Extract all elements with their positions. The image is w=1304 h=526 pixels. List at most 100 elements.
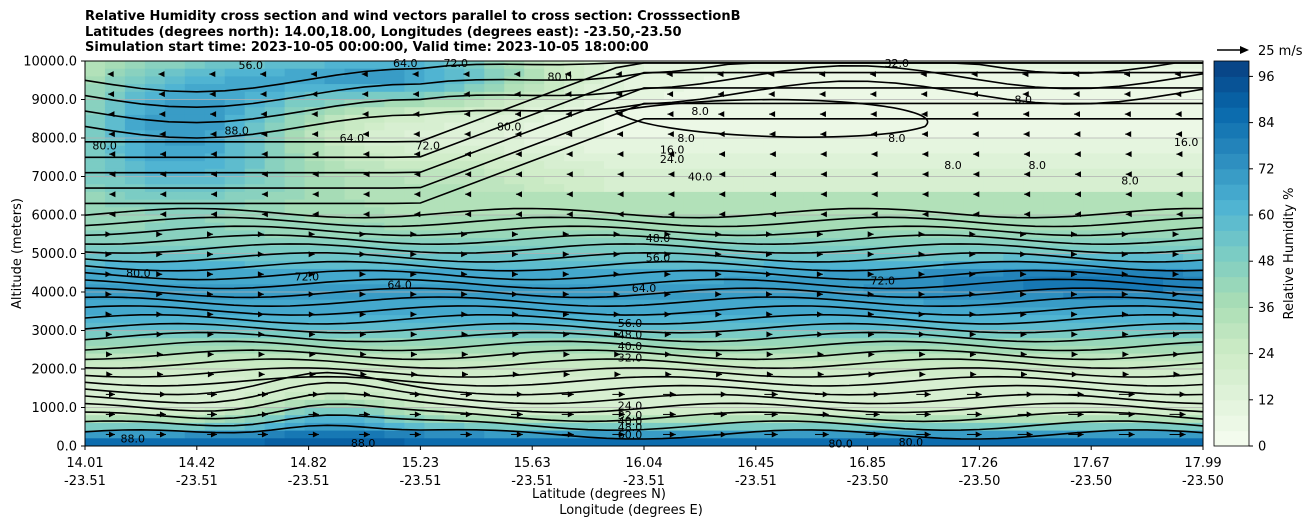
- rh-cell: [923, 122, 945, 131]
- rh-cell: [803, 422, 825, 432]
- rh-cell: [743, 199, 765, 208]
- wind-arrow-head: [918, 251, 925, 258]
- rh-cell: [963, 161, 984, 170]
- rh-cell: [1123, 107, 1144, 116]
- rh-cell: [364, 84, 386, 93]
- rh-cell: [124, 215, 146, 224]
- rh-cell: [883, 315, 905, 324]
- rh-cell: [644, 361, 665, 370]
- rh-cell: [923, 438, 945, 446]
- rh-cell: [803, 438, 825, 446]
- wind-arrow-head: [207, 331, 214, 338]
- rh-cell: [624, 222, 645, 231]
- quiver-key-label: 25 m/s: [1258, 44, 1303, 59]
- rh-cell: [85, 253, 106, 262]
- rh-cell: [484, 176, 505, 185]
- wind-arrow-head: [669, 411, 676, 418]
- rh-cell: [1123, 307, 1144, 316]
- rh-cell: [264, 392, 286, 401]
- rh-cell: [1183, 61, 1203, 70]
- rh-cell: [324, 268, 346, 278]
- rh-cell: [903, 245, 925, 255]
- rh-cell: [803, 215, 825, 224]
- rh-cell: [683, 245, 705, 255]
- rh-cell: [264, 61, 286, 70]
- rh-cell: [164, 330, 186, 339]
- wind-arrow-head: [515, 131, 522, 138]
- rh-cell: [644, 207, 665, 216]
- wind-arrow-head: [1020, 371, 1027, 378]
- rh-cell: [1163, 207, 1184, 216]
- rh-cell: [224, 369, 246, 378]
- rh-cell: [1063, 91, 1084, 101]
- rh-cell: [823, 268, 845, 278]
- rh-cell: [204, 207, 226, 216]
- wind-arrow-head: [465, 211, 472, 218]
- rh-cell: [703, 130, 725, 139]
- rh-cell: [444, 345, 465, 355]
- rh-cell: [1183, 130, 1203, 139]
- rh-cell: [484, 122, 505, 131]
- rh-cell: [484, 184, 505, 193]
- wind-arrow-head: [867, 271, 874, 278]
- wind-arrow-head: [769, 151, 776, 158]
- wind-arrow-head: [1128, 431, 1135, 438]
- rh-cell: [703, 191, 725, 201]
- y-tick-label: 2000.0: [32, 363, 78, 378]
- rh-cell: [584, 238, 605, 247]
- rh-cell: [803, 299, 825, 308]
- rh-cell: [1003, 122, 1024, 131]
- wind-arrow-head: [210, 431, 217, 438]
- rh-cell: [663, 161, 685, 170]
- rh-cell: [344, 376, 366, 385]
- rh-cell: [903, 199, 925, 208]
- colorbar-segment: [1214, 292, 1249, 308]
- rh-cell: [404, 161, 425, 170]
- rh-cell: [124, 68, 146, 77]
- rh-cell: [1023, 392, 1044, 401]
- rh-cell: [204, 253, 226, 262]
- rh-cell: [624, 91, 645, 101]
- rh-cell: [544, 191, 565, 201]
- rh-cell: [304, 84, 326, 93]
- rh-cell: [863, 307, 885, 316]
- wind-arrow-head: [613, 271, 620, 278]
- rh-cell: [723, 276, 745, 285]
- rh-cell: [624, 384, 645, 393]
- rh-cell: [444, 222, 465, 231]
- rh-cell: [404, 84, 425, 93]
- rh-cell: [1103, 276, 1124, 285]
- rh-cell: [1023, 245, 1044, 255]
- rh-cell: [184, 191, 206, 201]
- rh-cell: [85, 207, 106, 216]
- rh-cell: [1123, 230, 1144, 239]
- rh-cell: [524, 322, 545, 332]
- colorbar-segment: [1214, 215, 1249, 231]
- rh-cell: [644, 238, 665, 247]
- rh-cell: [244, 307, 266, 316]
- rh-cell: [1123, 376, 1144, 385]
- rh-cell: [1083, 238, 1104, 247]
- rh-cell: [164, 207, 186, 216]
- rh-cell: [823, 430, 845, 439]
- rh-cell: [1023, 330, 1044, 339]
- rh-cell: [284, 322, 306, 332]
- rh-cell: [444, 392, 465, 401]
- rh-cell: [863, 322, 885, 332]
- rh-cell: [683, 361, 705, 370]
- wind-arrow-head: [359, 291, 366, 298]
- rh-cell: [903, 299, 925, 308]
- wind-arrow-head: [613, 331, 620, 338]
- rh-cell: [124, 376, 146, 385]
- rh-cell: [1083, 415, 1104, 424]
- colorbar-label: Relative Humidity %: [1282, 188, 1297, 320]
- rh-cell: [484, 107, 505, 116]
- wind-arrow-head: [766, 371, 773, 378]
- rh-cell: [164, 407, 186, 416]
- wind-arrow-head: [1121, 251, 1128, 258]
- rh-cell: [663, 407, 685, 416]
- rh-cell: [1083, 153, 1104, 162]
- rh-cell: [584, 176, 605, 185]
- rh-cell: [324, 322, 346, 332]
- wind-arrow-head: [411, 371, 418, 378]
